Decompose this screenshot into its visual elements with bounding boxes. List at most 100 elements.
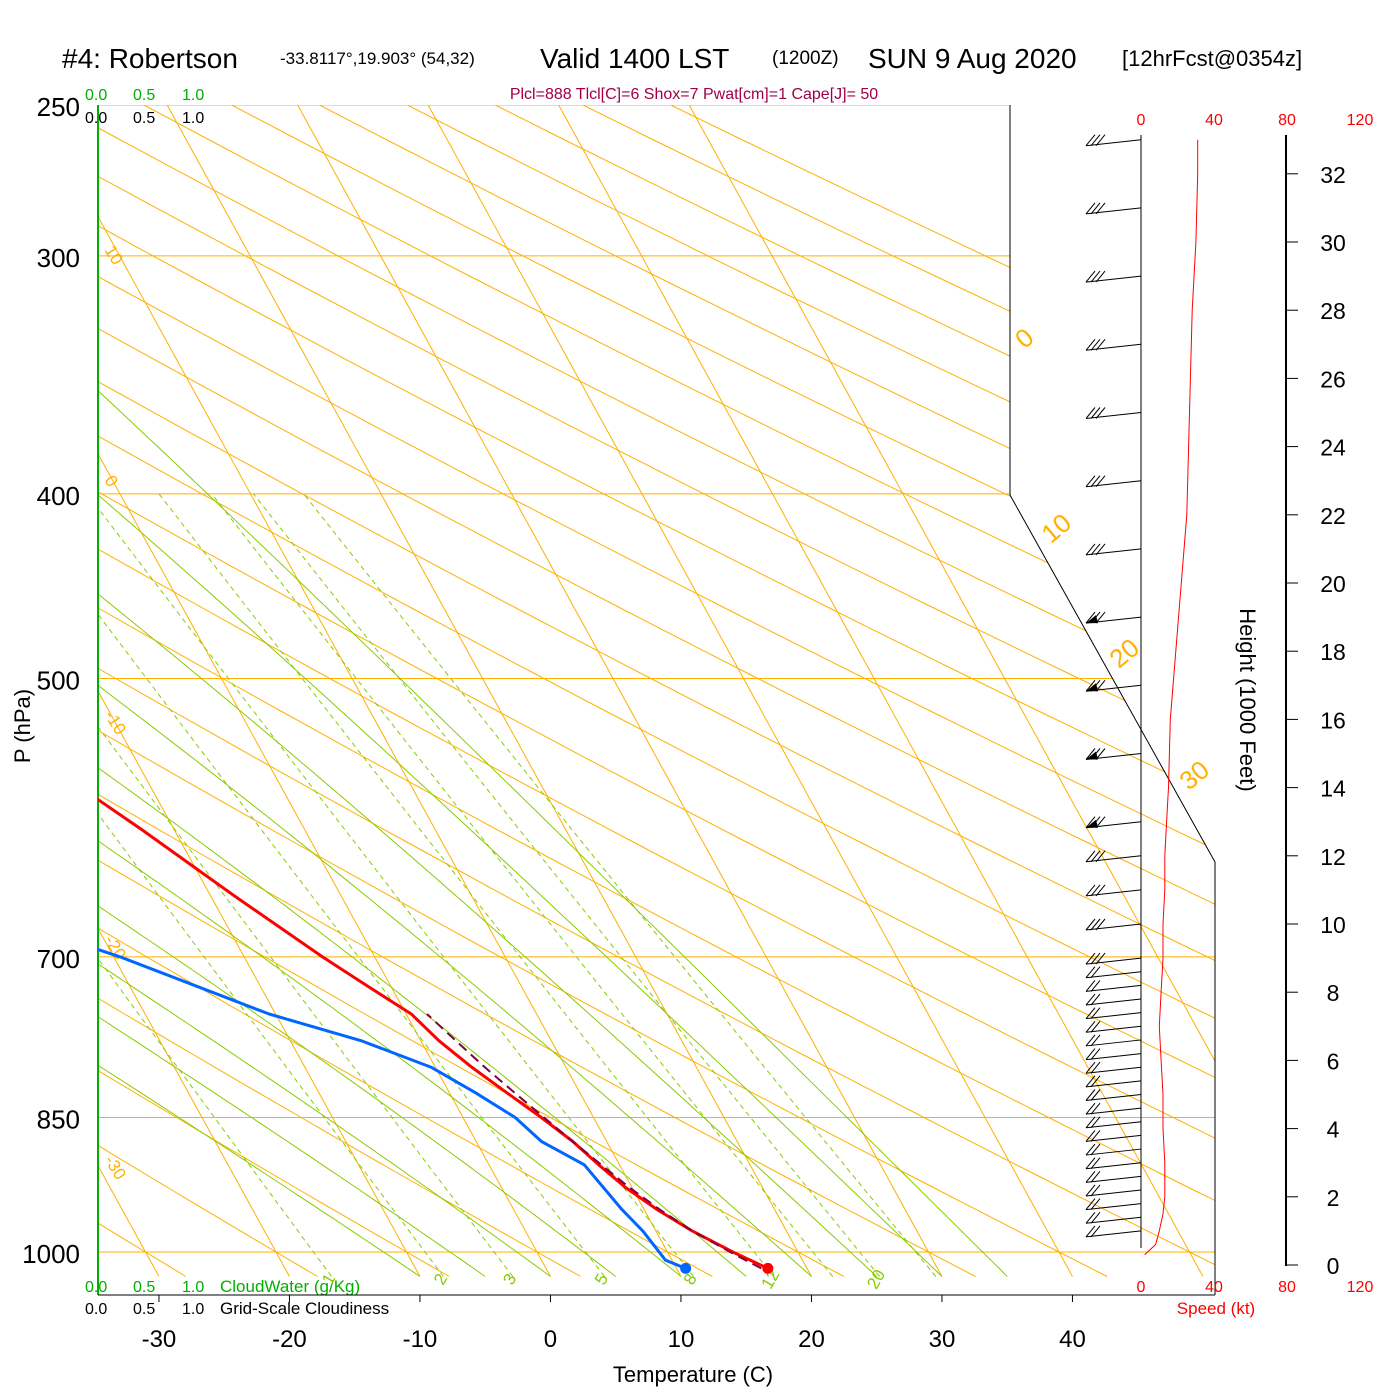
- cloudwater-bottom-scale: 0.0 0.5 1.0 CloudWater (g/Kg) 0.0 0.5 1.…: [85, 1277, 389, 1318]
- dry-adiabat-line: [98, 105, 1215, 1277]
- wind-barb: [1085, 850, 1142, 863]
- isotherm-line: [98, 105, 290, 1277]
- x-tick-label: 20: [798, 1326, 825, 1353]
- x-tick-label: 10: [668, 1326, 695, 1353]
- wind-barb-staff: [1085, 1216, 1142, 1224]
- wind-barb: [1085, 1089, 1142, 1101]
- dry-adiabat-line: [98, 105, 1215, 1277]
- wind-barb-feather: [1085, 1102, 1096, 1115]
- height-axis-title: Height (1000 Feet): [1235, 608, 1260, 791]
- dry-adiabat-line: [98, 105, 581, 1277]
- dry-adiabat-label: 0: [101, 472, 122, 490]
- speed-tick: 40: [1205, 1279, 1223, 1296]
- wind-barb-feather: [1085, 993, 1096, 1006]
- wind-barb-feather: [1095, 850, 1106, 863]
- wind-barb-staff: [1085, 1175, 1142, 1183]
- cloudwater-tick: 1.0: [182, 87, 204, 104]
- wind-barb-feather: [1090, 1102, 1101, 1115]
- wind-barb-feather: [1090, 338, 1101, 351]
- wind-barb-staff: [1085, 1148, 1142, 1156]
- mixing-ratio-line: [98, 493, 514, 1277]
- valid-date: SUN 9 Aug 2020: [868, 43, 1077, 74]
- height-tick-label: 16: [1320, 707, 1346, 733]
- wind-barb-staff: [1085, 139, 1142, 147]
- wind-barb-pennant: [1086, 615, 1098, 624]
- wind-barb-feather: [1090, 134, 1101, 147]
- parcel-path-line: [426, 1013, 762, 1270]
- wind-barb-staff: [1085, 998, 1142, 1006]
- wind-panel: 0 40 80 120 0 40 80 120 Speed (kt): [1085, 112, 1373, 1318]
- mixing-ratio-line: [98, 493, 444, 1277]
- wind-barb-feather: [1085, 952, 1096, 965]
- wind-barb: [1085, 980, 1142, 992]
- wind-barb: [1085, 270, 1142, 283]
- wind-barb-staff: [1085, 957, 1142, 965]
- wind-barb-feather: [1090, 1116, 1101, 1129]
- speed-axis-label: Speed (kt): [1177, 1299, 1255, 1318]
- wind-barb-feather: [1095, 543, 1106, 556]
- cloudwater-tick: 0.0: [85, 87, 107, 104]
- pressure-label: 300: [37, 243, 80, 273]
- wind-barb-feather: [1085, 1211, 1096, 1224]
- wind-barb-staff: [1085, 971, 1142, 979]
- height-tick-label: 8: [1327, 980, 1340, 1006]
- wind-barb-feather: [1085, 1157, 1096, 1170]
- wind-barb-staff: [1085, 1134, 1142, 1142]
- dry-adiabat-line: [670, 105, 1215, 1277]
- wind-barb-feather: [1085, 884, 1096, 897]
- wind-barb-feather: [1090, 543, 1101, 556]
- wind-barb-feather: [1090, 1198, 1101, 1210]
- wind-barb-staff: [1085, 1094, 1142, 1101]
- moist-adiabat-line: [98, 105, 617, 1277]
- wind-barb-feather: [1090, 407, 1101, 419]
- wind-barb-feather: [1085, 816, 1096, 829]
- moist-adiabat-line: [98, 105, 551, 1277]
- wind-barb-feather: [1085, 543, 1096, 556]
- x-tick-label: -20: [272, 1326, 307, 1353]
- mixing-ratio-line: [158, 493, 775, 1277]
- dry-adiabat-line: [98, 105, 976, 1277]
- wind-barb-feather: [1090, 1020, 1101, 1033]
- wind-barb-staff: [1085, 1121, 1142, 1129]
- dry-adiabat-line: [231, 105, 1215, 1277]
- wind-barb: [1085, 1102, 1142, 1115]
- cloudwater-tick: 0.5: [133, 87, 155, 104]
- wind-barb-staff: [1085, 1230, 1142, 1238]
- moist-adiabat-line: [98, 105, 812, 1277]
- dewpoint-line: [98, 136, 687, 1270]
- dry-adiabat-line: [98, 105, 318, 1277]
- wind-barb: [1085, 918, 1142, 931]
- cloudiness-tick: 0.0: [85, 1301, 107, 1318]
- wind-barb-staff: [1085, 1189, 1142, 1197]
- wind-barb-staff: [1085, 923, 1142, 931]
- wind-speed-profile-line: [1144, 139, 1199, 1256]
- wind-barb-staff: [1085, 1012, 1142, 1020]
- dry-adiabat-line: [98, 105, 713, 1277]
- temperature-line: [98, 136, 769, 1270]
- wind-barb-feather: [1085, 407, 1096, 419]
- wind-barb: [1085, 543, 1142, 556]
- wind-barb-staff: [1085, 889, 1142, 897]
- isotherm-line: [166, 105, 812, 1277]
- mixing-ratio-line: [98, 493, 694, 1277]
- wind-barb-feather: [1090, 1225, 1101, 1238]
- wind-barb-feather: [1090, 475, 1101, 488]
- isotherm-line: [98, 105, 682, 1277]
- cloudiness-tick: 0.5: [133, 1301, 155, 1318]
- wind-barb: [1085, 679, 1142, 692]
- wind-barb-staff: [1085, 1080, 1142, 1088]
- height-tick-label: 12: [1320, 844, 1346, 870]
- wind-barb-pennant: [1086, 819, 1098, 828]
- wind-barb-feather: [1085, 1089, 1096, 1101]
- valid-time: Valid 1400 LST: [540, 43, 729, 74]
- dry-adiabat-line: [98, 105, 1215, 1277]
- height-tick-label: 6: [1327, 1048, 1340, 1074]
- cloudiness-tick: 0.5: [133, 110, 155, 127]
- wind-barb: [1085, 1034, 1142, 1047]
- wind-barb: [1085, 1198, 1142, 1211]
- forecast-info: [12hrFcst@0354z]: [1122, 46, 1302, 71]
- x-tick-label: -30: [142, 1326, 177, 1353]
- height-tick-label: 32: [1320, 162, 1346, 188]
- height-tick-label: 10: [1320, 912, 1346, 938]
- wind-barb-feather: [1090, 1211, 1101, 1224]
